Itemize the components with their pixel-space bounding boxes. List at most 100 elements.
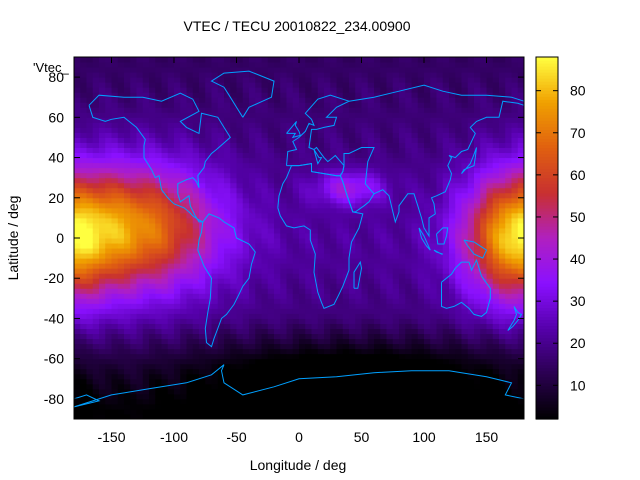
heat-cell	[74, 147, 81, 154]
heat-cell	[86, 97, 94, 103]
heat-cell	[480, 102, 487, 108]
heat-cell	[424, 313, 431, 319]
heat-cell	[380, 77, 387, 83]
heat-cell	[174, 258, 181, 264]
heat-cell	[155, 82, 162, 88]
heat-cell	[486, 378, 494, 385]
heat-cell	[230, 227, 237, 234]
heat-cell	[367, 308, 375, 314]
heat-cell	[186, 92, 194, 98]
heat-cell	[199, 303, 206, 309]
heat-cell	[324, 403, 331, 410]
heat-cell	[99, 227, 106, 234]
heat-cell	[199, 152, 206, 159]
heat-cell	[492, 67, 500, 73]
heat-cell	[267, 408, 275, 415]
heat-cell	[180, 132, 187, 138]
heat-cell	[311, 333, 319, 340]
heat-cell	[436, 378, 444, 385]
heat-cell	[330, 378, 337, 385]
heat-cell	[199, 348, 206, 355]
heat-cell	[317, 197, 325, 204]
heat-cell	[217, 268, 225, 274]
heat-cell	[255, 318, 262, 324]
heat-cell	[424, 197, 431, 204]
heat-cell	[361, 323, 369, 329]
heat-cell	[449, 393, 456, 400]
heat-cell	[324, 293, 331, 299]
heat-cell	[461, 117, 469, 123]
heat-cell	[105, 363, 112, 370]
heat-cell	[324, 298, 331, 304]
heat-cell	[161, 62, 169, 68]
heat-cell	[161, 253, 169, 259]
heat-cell	[436, 232, 444, 239]
heat-cell	[380, 87, 387, 93]
heat-cell	[399, 177, 406, 184]
heat-cell	[142, 72, 150, 78]
heat-cell	[417, 273, 425, 279]
heat-cell	[305, 313, 312, 319]
heat-cell	[492, 117, 500, 123]
heat-cell	[199, 202, 206, 209]
heat-cell	[461, 127, 469, 133]
heat-cell	[374, 142, 381, 148]
heat-cell	[236, 298, 244, 304]
heat-cell	[449, 383, 456, 390]
heat-cell	[105, 202, 112, 209]
heat-cell	[392, 398, 400, 405]
heat-cell	[392, 202, 400, 209]
heat-cell	[474, 338, 481, 345]
heat-cell	[442, 177, 450, 184]
heat-cell	[449, 72, 456, 78]
heat-cell	[74, 177, 81, 184]
heat-cell	[86, 288, 94, 294]
heat-cell	[480, 112, 487, 118]
heat-cell	[230, 212, 237, 219]
heat-cell	[280, 378, 287, 385]
heat-cell	[411, 383, 419, 390]
heat-cell	[74, 197, 81, 204]
heat-cell	[205, 358, 212, 365]
heat-cell	[424, 338, 431, 345]
heat-cell	[349, 308, 356, 314]
heat-cell	[130, 182, 137, 189]
heat-cell	[386, 212, 394, 219]
heat-cell	[236, 92, 244, 98]
heat-cell	[336, 232, 344, 239]
heat-cell	[155, 248, 162, 254]
heat-cell	[111, 87, 119, 93]
heat-cell	[480, 122, 487, 128]
heat-cell	[499, 373, 506, 380]
heat-cell	[242, 112, 250, 118]
heat-cell	[261, 117, 269, 123]
heat-cell	[367, 157, 375, 164]
heat-cell	[336, 293, 344, 299]
heat-cell	[205, 117, 212, 123]
heat-cell	[411, 132, 419, 138]
heat-cell	[242, 328, 250, 335]
heat-cell	[217, 398, 225, 405]
heat-cell	[174, 333, 181, 340]
heat-cell	[249, 87, 256, 93]
heat-cell	[330, 77, 337, 83]
heat-cell	[399, 333, 406, 340]
heat-cell	[467, 253, 475, 259]
heat-cell	[205, 408, 212, 415]
heat-cell	[355, 152, 362, 159]
heat-cell	[292, 142, 300, 148]
heat-cell	[467, 398, 475, 405]
heat-cell	[374, 288, 381, 294]
heat-cell	[405, 388, 412, 395]
heat-cell	[261, 177, 269, 184]
heat-cell	[186, 217, 194, 224]
heat-cell	[424, 288, 431, 294]
heat-cell	[242, 273, 250, 279]
heat-cell	[236, 122, 244, 128]
heat-cell	[330, 363, 337, 370]
heat-cell	[417, 238, 425, 244]
heat-cell	[399, 338, 406, 345]
heat-cell	[386, 253, 394, 259]
heat-cell	[224, 67, 231, 73]
heat-cell	[124, 248, 131, 254]
